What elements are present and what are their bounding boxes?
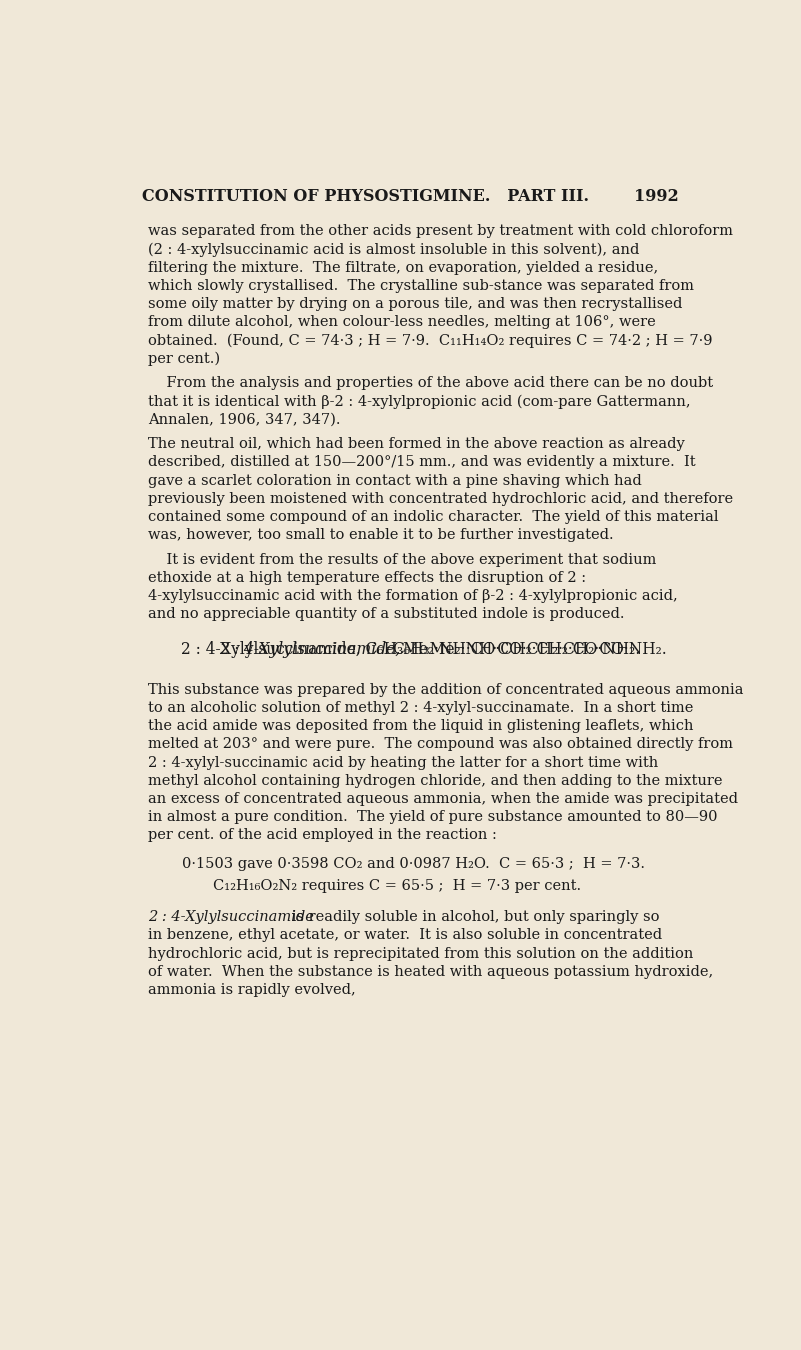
Text: described, distilled at 150—200°/15 mm., and was evidently a mixture.  It: described, distilled at 150—200°/15 mm.,…: [148, 455, 696, 470]
Text: was, however, too small to enable it to be further investigated.: was, however, too small to enable it to …: [148, 528, 614, 543]
Text: ethoxide at a high temperature effects the disruption of 2 :: ethoxide at a high temperature effects t…: [148, 571, 586, 585]
Text: 2 : 4-xylyl-succinamic acid by heating the latter for a short time with: 2 : 4-xylyl-succinamic acid by heating t…: [148, 756, 658, 770]
Text: (2 : 4-xylylsuccinamic acid is almost insoluble in this solvent), and: (2 : 4-xylylsuccinamic acid is almost in…: [148, 243, 639, 256]
Text: methyl alcohol containing hydrogen chloride, and then adding to the mixture: methyl alcohol containing hydrogen chlor…: [148, 774, 723, 788]
Text: 0·1503 gave 0·3598 CO₂ and 0·0987 H₂O.  C = 65·3 ;  H = 7·3.: 0·1503 gave 0·3598 CO₂ and 0·0987 H₂O. C…: [183, 856, 646, 871]
Text: obtained.  (Found, C = 74·3 ; H = 7·9.  C₁₁H₁₄O₂ requires C = 74·2 ; H = 7·9: obtained. (Found, C = 74·3 ; H = 7·9. C₁…: [148, 333, 713, 348]
Text: contained some compound of an indolic character.  The yield of this material: contained some compound of an indolic ch…: [148, 510, 718, 524]
Text: previously been moistened with concentrated hydrochloric acid, and therefore: previously been moistened with concentra…: [148, 491, 733, 506]
Text: 2 : 4-Xylylsuccinamide, C₆H₃Me₂·NH·CO·CH₂·CH₂·CO·NH₂.: 2 : 4-Xylylsuccinamide, C₆H₃Me₂·NH·CO·CH…: [181, 641, 640, 657]
Text: in benzene, ethyl acetate, or water.  It is also soluble in concentrated: in benzene, ethyl acetate, or water. It …: [148, 929, 662, 942]
Text: C₆H₃Me₂·NH·CO·CH₂·CH₂·CO·NH₂.: C₆H₃Me₂·NH·CO·CH₂·CH₂·CO·NH₂.: [392, 641, 667, 657]
Text: that it is identical with β-2 : 4-xylylpropionic acid (com-pare Gattermann,: that it is identical with β-2 : 4-xylylp…: [148, 394, 690, 409]
Text: hydrochloric acid, but is reprecipitated from this solution on the addition: hydrochloric acid, but is reprecipitated…: [148, 946, 694, 961]
Text: melted at 203° and were pure.  The compound was also obtained directly from: melted at 203° and were pure. The compou…: [148, 737, 733, 752]
Text: filtering the mixture.  The filtrate, on evaporation, yielded a residue,: filtering the mixture. The filtrate, on …: [148, 261, 658, 275]
Text: gave a scarlet coloration in contact with a pine shaving which had: gave a scarlet coloration in contact wit…: [148, 474, 642, 487]
Text: the acid amide was deposited from the liquid in glistening leaflets, which: the acid amide was deposited from the li…: [148, 720, 694, 733]
Text: to an alcoholic solution of methyl 2 : 4-xylyl-succinamate.  In a short time: to an alcoholic solution of methyl 2 : 4…: [148, 701, 694, 716]
Text: per cent. of the acid employed in the reaction :: per cent. of the acid employed in the re…: [148, 829, 497, 842]
Text: 2 : 4-Xylylsuccinamide,: 2 : 4-Xylylsuccinamide,: [219, 641, 405, 657]
Text: of water.  When the substance is heated with aqueous potassium hydroxide,: of water. When the substance is heated w…: [148, 965, 714, 979]
Text: in almost a pure condition.  The yield of pure substance amounted to 80—90: in almost a pure condition. The yield of…: [148, 810, 718, 824]
Text: This substance was prepared by the addition of concentrated aqueous ammonia: This substance was prepared by the addit…: [148, 683, 743, 697]
Text: The neutral oil, which had been formed in the above reaction as already: The neutral oil, which had been formed i…: [148, 437, 685, 451]
Text: 4-xylylsuccinamic acid with the formation of β-2 : 4-xylylpropionic acid,: 4-xylylsuccinamic acid with the formatio…: [148, 589, 678, 603]
Text: from dilute alcohol, when colour-less needles, melting at 106°, were: from dilute alcohol, when colour-less ne…: [148, 316, 656, 329]
Text: some oily matter by drying on a porous tile, and was then recrystallised: some oily matter by drying on a porous t…: [148, 297, 682, 310]
Text: is readily soluble in alcohol, but only sparingly so: is readily soluble in alcohol, but only …: [288, 910, 660, 925]
Text: ammonia is rapidly evolved,: ammonia is rapidly evolved,: [148, 983, 356, 996]
Text: CONSTITUTION OF PHYSOSTIGMINE.   PART III.        1992: CONSTITUTION OF PHYSOSTIGMINE. PART III.…: [142, 188, 679, 205]
Text: an excess of concentrated aqueous ammonia, when the amide was precipitated: an excess of concentrated aqueous ammoni…: [148, 792, 739, 806]
Text: From the analysis and properties of the above acid there can be no doubt: From the analysis and properties of the …: [148, 377, 714, 390]
Text: per cent.): per cent.): [148, 352, 220, 366]
Text: which slowly crystallised.  The crystalline sub-stance was separated from: which slowly crystallised. The crystalli…: [148, 279, 694, 293]
Text: was separated from the other acids present by treatment with cold chloroform: was separated from the other acids prese…: [148, 224, 733, 239]
Text: It is evident from the results of the above experiment that sodium: It is evident from the results of the ab…: [148, 552, 657, 567]
Text: and no appreciable quantity of a substituted indole is produced.: and no appreciable quantity of a substit…: [148, 608, 625, 621]
Text: Annalen, 1906, 347, 347).: Annalen, 1906, 347, 347).: [148, 413, 340, 427]
Text: C₁₂H₁₆O₂N₂ requires C = 65·5 ;  H = 7·3 per cent.: C₁₂H₁₆O₂N₂ requires C = 65·5 ; H = 7·3 p…: [213, 879, 582, 894]
Text: 2 : 4-Xylylsuccinamide: 2 : 4-Xylylsuccinamide: [148, 910, 314, 925]
